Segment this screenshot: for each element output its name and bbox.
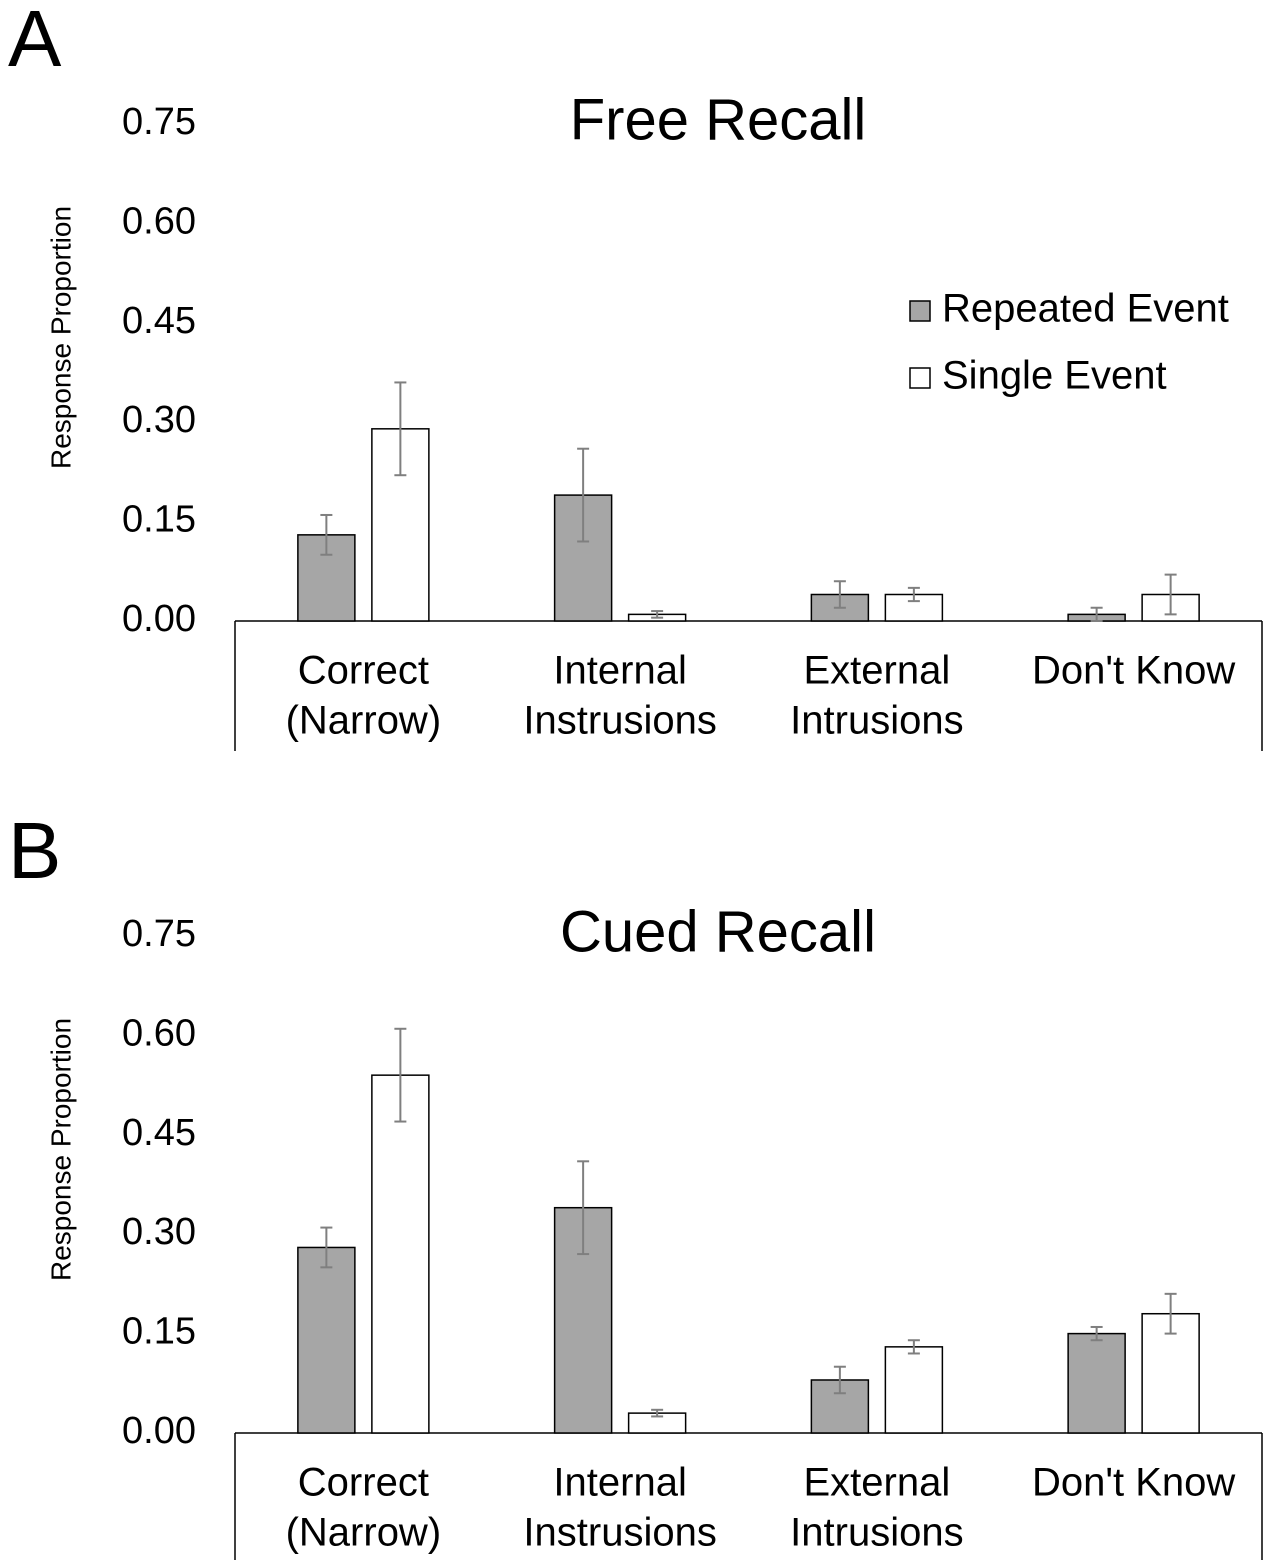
y-tick-label: 0.15 [122, 1311, 196, 1353]
y-tick-label: 0.00 [122, 1410, 196, 1452]
x-tick-label: Internal [553, 1461, 686, 1505]
chart-title: Cued Recall [560, 899, 876, 964]
x-tick-label: External [804, 649, 951, 693]
x-tick-label: Correct [298, 649, 429, 693]
x-tick-label: Internal [553, 649, 686, 693]
y-tick-label: 0.60 [122, 1012, 196, 1054]
y-tick-label: 0.45 [122, 300, 196, 342]
panel-label: A [8, 0, 62, 83]
legend-swatch [909, 300, 931, 322]
bar [371, 1074, 430, 1434]
chart-title: Free Recall [570, 87, 867, 152]
legend-label: Single Event [942, 354, 1167, 398]
x-tick-label: Intrusions [790, 1511, 963, 1555]
bar [297, 1246, 356, 1434]
bar [884, 1346, 944, 1434]
y-tick-label: 0.30 [122, 1211, 196, 1253]
y-tick-label: 0.30 [122, 399, 196, 441]
y-axis-label: Response Proportion [45, 1018, 76, 1281]
x-tick-label: (Narrow) [286, 1511, 442, 1555]
x-tick-label: Instrusions [523, 1511, 716, 1555]
legend-swatch [909, 367, 931, 389]
y-tick-label: 0.60 [122, 200, 196, 242]
legend-label: Repeated Event [942, 287, 1229, 331]
x-tick-label: Instrusions [523, 699, 716, 743]
bar [1067, 1332, 1126, 1434]
y-tick-label: 0.75 [122, 913, 196, 955]
y-tick-label: 0.15 [122, 499, 196, 541]
x-tick-label: (Narrow) [286, 699, 442, 743]
panel-label: B [8, 806, 61, 895]
x-tick-label: Intrusions [790, 699, 963, 743]
y-tick-label: 0.75 [122, 101, 196, 143]
y-axis-label: Response Proportion [45, 206, 76, 469]
y-tick-label: 0.00 [122, 598, 196, 640]
x-tick-label: Don't Know [1032, 1461, 1235, 1505]
y-tick-label: 0.45 [122, 1112, 196, 1154]
x-tick-label: External [804, 1461, 951, 1505]
x-tick-label: Don't Know [1032, 649, 1235, 693]
x-tick-label: Correct [298, 1461, 429, 1505]
